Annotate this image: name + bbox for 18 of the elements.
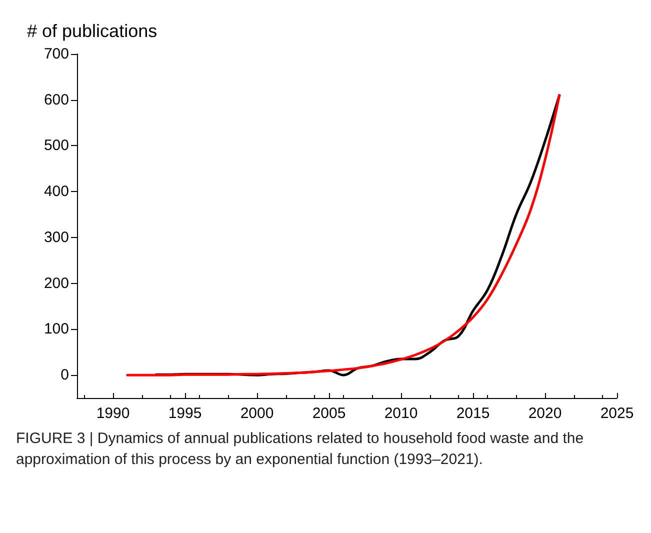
caption: FIGURE 3 | Dynamics of annual publications related to household food waste and the approximation of this process by an exponential function (1993–2021). bbox=[16, 430, 588, 468]
x-tick-label: 2005 bbox=[312, 405, 346, 422]
y-tick-label: 600 bbox=[44, 91, 69, 108]
y-tick-label: 200 bbox=[44, 274, 69, 292]
y-tick-label: 0 bbox=[60, 366, 69, 384]
x-tick-label: 2020 bbox=[528, 405, 562, 422]
y-tick-label: 700 bbox=[44, 46, 69, 62]
x-tick-label: 2010 bbox=[384, 405, 418, 422]
x-tick-label: 2000 bbox=[240, 405, 274, 422]
y-tick-label: 500 bbox=[44, 137, 69, 154]
x-tick-label: 1995 bbox=[168, 405, 202, 422]
x-tick-label: 2025 bbox=[600, 405, 634, 422]
y-tick-label: 300 bbox=[44, 228, 69, 246]
x-tick-label: 2015 bbox=[456, 405, 490, 422]
y-tick-label: 100 bbox=[44, 320, 69, 338]
x-tick-label: 1990 bbox=[96, 405, 130, 422]
y-tick-label: 400 bbox=[44, 183, 69, 200]
y-axis-title: # of publications bbox=[27, 21, 158, 41]
